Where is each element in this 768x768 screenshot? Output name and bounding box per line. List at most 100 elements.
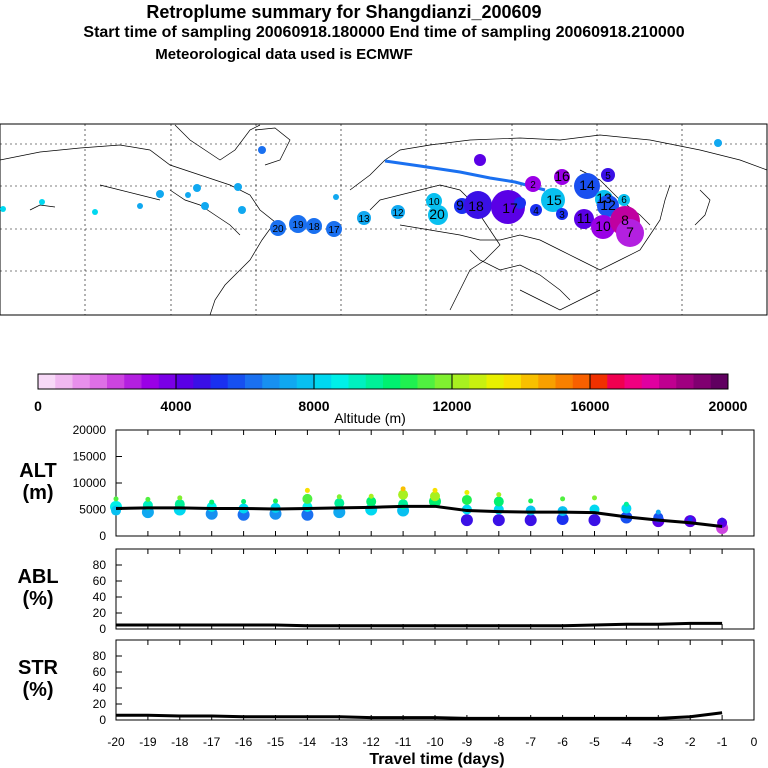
trajectory-label: 8: [621, 212, 629, 228]
trajectory-label: 20: [429, 206, 445, 222]
colorbar-cell: [659, 374, 677, 389]
plume-centroid-line: [384, 159, 546, 192]
y-tick-label: 15000: [73, 450, 107, 464]
colorbar-cell: [314, 374, 332, 389]
map-marker: [464, 191, 492, 219]
colorbar-tick-label: 4000: [160, 398, 191, 414]
y-tick-label: 60: [93, 665, 107, 679]
map-marker: [591, 215, 615, 239]
y-tick-label: 80: [93, 649, 107, 663]
map-marker: [333, 194, 339, 200]
map-marker: [326, 221, 342, 237]
colorbar-tick-label: 16000: [571, 398, 610, 414]
colorbar-tick-label: 20000: [709, 398, 748, 414]
map-marker: [554, 169, 570, 185]
trajectory-label: 5: [605, 171, 611, 182]
y-tick-label: 40: [93, 681, 107, 695]
trajectory-label: 13: [596, 190, 612, 206]
altitude-point: [461, 494, 472, 505]
trajectory-label: 17: [502, 200, 518, 216]
colorbar-tick-label: 8000: [298, 398, 329, 414]
y-axis-label: STR: [18, 657, 59, 679]
colorbar-cell: [417, 374, 436, 389]
map-marker: [428, 205, 448, 225]
altitude-point: [496, 492, 502, 498]
y-tick-label: 0: [99, 529, 106, 543]
colorbar-tick-label: 0: [34, 398, 42, 414]
altitude-point: [525, 505, 536, 516]
y-axis-label: ABL: [17, 566, 58, 588]
altitude-point: [301, 508, 314, 521]
map-marker: [92, 209, 98, 215]
altitude-point: [432, 487, 438, 493]
y-tick-label: 20000: [73, 423, 107, 437]
trajectory-label: 9: [456, 197, 464, 213]
colorbar: 0 4000 8000 12000 16000 20000 Altitude (m): [34, 373, 748, 426]
x-tick-label: 0: [751, 735, 758, 749]
altitude-point: [556, 513, 569, 526]
map-marker: [193, 184, 201, 192]
y-axis-label: (%): [22, 588, 53, 610]
y-tick-label: 10000: [73, 476, 107, 490]
map-marker: [601, 168, 615, 182]
colorbar-cell: [383, 374, 401, 389]
colorbar-cell: [434, 374, 453, 389]
altitude-point: [524, 514, 537, 527]
colorbar-cell: [555, 374, 574, 389]
panel-abl: 0 20 40 60 80 ABL(%): [17, 548, 755, 636]
altitude-point: [400, 486, 406, 492]
trajectory-label: 19: [292, 220, 304, 231]
altitude-point: [493, 496, 504, 507]
colorbar-cell: [331, 374, 349, 389]
x-tick-label: -1: [717, 735, 728, 749]
series-line: [116, 711, 723, 720]
altitude-point: [592, 495, 597, 501]
colorbar-tick-label: 12000: [433, 398, 472, 414]
altitude-point: [621, 503, 632, 514]
chart-title: Retroplume summary for Shangdianzi_20060…: [146, 2, 542, 22]
map-marker: [525, 176, 541, 192]
colorbar-cell: [210, 374, 229, 389]
colorbar-cell: [279, 374, 298, 389]
trajectory-label: 2: [530, 180, 536, 191]
altitude-point: [241, 499, 247, 505]
altitude-point: [398, 489, 409, 500]
trajectory-label: 4: [533, 206, 539, 217]
map-marker: [574, 173, 600, 199]
x-tick-label: -13: [331, 735, 349, 749]
x-tick-label: -17: [203, 735, 221, 749]
x-tick-label: -8: [493, 735, 504, 749]
altitude-point: [492, 514, 505, 527]
altitude-point: [588, 514, 601, 527]
altitude-point: [460, 514, 473, 527]
trajectory-label: 17: [328, 225, 340, 236]
x-tick-label: -2: [685, 735, 696, 749]
map-marker: [238, 206, 246, 214]
colorbar-cell: [365, 374, 384, 389]
colorbar-cell: [89, 374, 108, 389]
colorbar-cell: [486, 374, 505, 389]
map-marker: [357, 211, 371, 225]
map-marker: [618, 194, 630, 206]
colorbar-cell: [521, 374, 539, 389]
trajectory-label: 16: [554, 168, 570, 184]
map-marker: [0, 206, 6, 212]
y-tick-label: 5000: [79, 503, 106, 517]
colorbar-cell: [538, 374, 556, 389]
x-tick-label: -5: [589, 735, 600, 749]
map-frame: [0, 123, 768, 316]
altitude-point: [560, 496, 566, 502]
x-tick-label: -4: [621, 735, 632, 749]
colorbar-cell: [55, 374, 73, 389]
colorbar-cell: [641, 374, 660, 389]
map-marker: [714, 139, 722, 147]
altitude-point: [719, 517, 725, 523]
altitude-point: [209, 499, 215, 505]
trajectory-label: 10: [428, 197, 440, 208]
altitude-point: [464, 490, 470, 496]
trajectory-label: 18: [308, 222, 320, 233]
trajectory-label: 3: [559, 210, 565, 221]
x-tick-label: -20: [107, 735, 125, 749]
